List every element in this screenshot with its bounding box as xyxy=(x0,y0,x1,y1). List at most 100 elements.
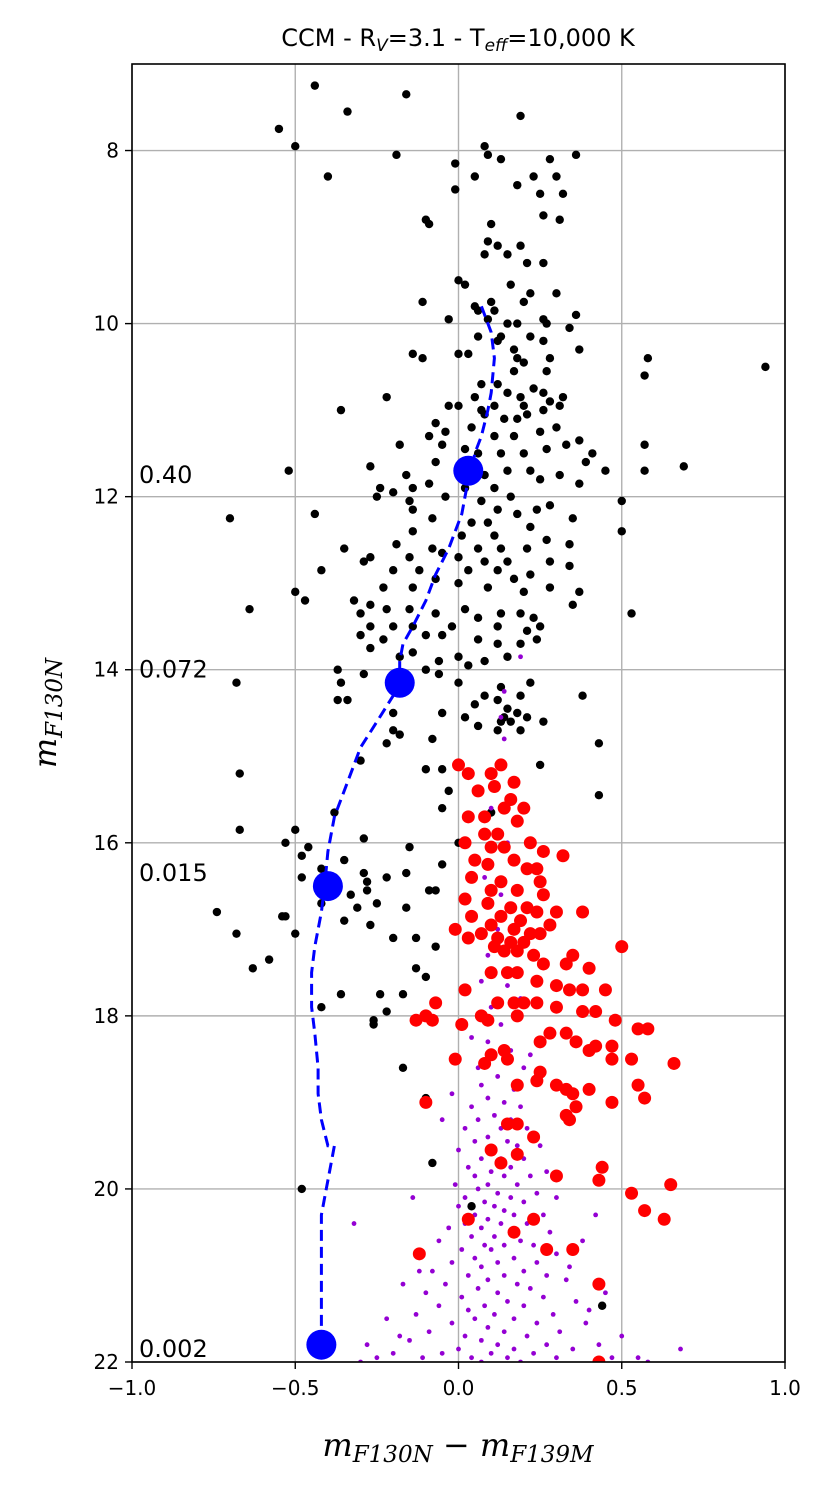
data-point xyxy=(349,596,359,605)
x-tick-label: −1.0 xyxy=(108,1376,157,1400)
data-point xyxy=(534,1320,540,1326)
mass-point xyxy=(306,1329,337,1360)
data-point xyxy=(443,1281,448,1287)
data-point xyxy=(419,1095,433,1109)
data-point xyxy=(506,280,515,289)
data-point xyxy=(469,1355,474,1361)
data-point xyxy=(545,557,555,566)
data-point xyxy=(641,1022,655,1036)
data-point xyxy=(617,496,626,506)
data-point xyxy=(514,1143,520,1149)
data-point xyxy=(496,682,506,692)
data-point xyxy=(333,665,342,674)
data-point xyxy=(510,1078,524,1092)
data-point xyxy=(643,354,653,363)
data-point xyxy=(526,678,535,687)
data-point xyxy=(353,903,362,912)
data-point xyxy=(533,1035,547,1049)
data-point xyxy=(535,760,545,770)
data-point xyxy=(495,1290,501,1296)
data-point xyxy=(484,966,498,980)
x-axis-label: mF130N − mF139M xyxy=(322,1426,595,1468)
data-point xyxy=(408,583,417,592)
y-tick-label: 16 xyxy=(94,831,119,855)
data-point xyxy=(473,721,483,731)
data-point xyxy=(317,864,326,873)
data-point xyxy=(563,983,577,997)
data-point xyxy=(761,362,770,372)
data-point xyxy=(496,154,506,164)
data-point xyxy=(535,189,545,198)
data-point xyxy=(436,1303,442,1309)
data-point xyxy=(274,124,284,134)
data-point xyxy=(421,665,431,674)
data-point xyxy=(547,1229,553,1235)
y-axis-label: mF130N xyxy=(26,657,68,768)
data-point xyxy=(552,289,561,298)
data-point xyxy=(336,990,346,999)
data-point xyxy=(428,544,437,553)
data-point xyxy=(540,1243,554,1257)
data-point xyxy=(470,172,480,181)
data-point xyxy=(458,983,472,997)
data-point xyxy=(581,457,591,467)
data-point xyxy=(509,366,519,376)
data-point xyxy=(457,531,466,540)
data-point xyxy=(592,1173,606,1187)
data-point xyxy=(497,840,511,854)
data-point xyxy=(411,964,421,973)
data-point xyxy=(494,909,508,923)
data-point xyxy=(501,1100,507,1105)
data-point xyxy=(473,613,483,623)
data-point xyxy=(408,349,417,359)
data-point xyxy=(472,1138,478,1144)
data-point xyxy=(235,825,244,835)
data-point xyxy=(482,875,488,880)
x-axis-ticks: −1.0 −0.5 0.0 0.5 1.0 xyxy=(108,1362,801,1400)
data-point xyxy=(608,1013,622,1027)
data-point xyxy=(411,933,421,943)
data-point xyxy=(437,630,447,640)
data-point xyxy=(627,609,636,618)
data-point xyxy=(454,652,463,661)
mass-label: 0.002 xyxy=(139,1335,208,1363)
data-point xyxy=(461,767,475,781)
data-point xyxy=(519,587,528,597)
data-point xyxy=(510,1009,524,1023)
data-point xyxy=(356,609,365,618)
data-point xyxy=(264,955,274,964)
data-point xyxy=(451,185,460,194)
data-point xyxy=(609,1355,615,1361)
data-point xyxy=(467,518,476,527)
data-point xyxy=(484,840,498,854)
data-point xyxy=(340,916,349,925)
data-point xyxy=(366,462,375,471)
data-point xyxy=(535,622,545,631)
red-series xyxy=(409,758,681,1362)
data-point xyxy=(467,1202,476,1211)
data-point xyxy=(333,695,342,705)
data-point xyxy=(529,172,538,181)
data-point xyxy=(493,726,502,735)
data-point xyxy=(408,648,417,657)
data-point xyxy=(480,557,489,566)
data-point xyxy=(501,1173,507,1179)
data-point xyxy=(619,1333,625,1339)
data-point xyxy=(456,1203,461,1209)
data-point xyxy=(412,1247,426,1261)
data-point xyxy=(521,1065,527,1071)
data-point xyxy=(379,635,388,644)
data-point xyxy=(536,888,550,902)
data-point xyxy=(452,758,465,772)
data-point xyxy=(664,1178,678,1192)
data-point xyxy=(495,1074,501,1079)
x-tick-label: −0.5 xyxy=(271,1376,320,1400)
data-point xyxy=(533,875,547,889)
data-point xyxy=(511,1346,517,1352)
data-point xyxy=(545,354,555,363)
data-point xyxy=(576,1005,590,1019)
data-point xyxy=(346,890,355,899)
data-point xyxy=(504,901,518,915)
mass-label: 0.40 xyxy=(139,461,192,489)
